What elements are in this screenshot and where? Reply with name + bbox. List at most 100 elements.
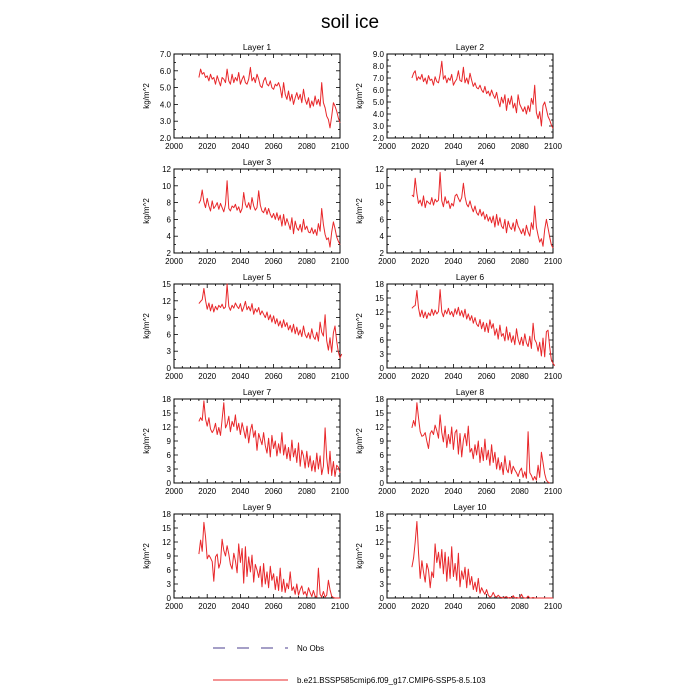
y-tick-label: 6 xyxy=(167,330,172,339)
panel-title-layer-8: Layer 8 xyxy=(456,387,485,397)
y-tick-label: 6.0 xyxy=(373,86,385,95)
x-tick-label: 2040 xyxy=(232,257,250,266)
series-line-layer-4 xyxy=(411,171,554,249)
panel-title-layer-5: Layer 5 xyxy=(243,272,272,282)
x-tick-label: 2100 xyxy=(544,257,562,266)
y-tick-label: 4.0 xyxy=(373,110,385,119)
x-tick-label: 2100 xyxy=(331,602,349,611)
series-line-layer-10 xyxy=(411,521,553,599)
y-tick-label: 12 xyxy=(375,538,384,547)
x-tick-label: 2000 xyxy=(165,602,183,611)
y-tick-label: 15 xyxy=(375,409,384,418)
x-tick-label: 2080 xyxy=(511,602,529,611)
x-tick-label: 2060 xyxy=(478,142,496,151)
x-tick-label: 2100 xyxy=(331,487,349,496)
series-line-layer-7 xyxy=(198,400,341,477)
y-axis-label-layer-3: kg/m^2 xyxy=(142,198,151,224)
x-tick-label: 2060 xyxy=(478,372,496,381)
y-tick-label: 12 xyxy=(162,538,171,547)
panel-title-layer-6: Layer 6 xyxy=(456,272,485,282)
panel-layer-10: Layer 10 2000 2020 2040 2060 2080 2100 0 3 6 9 12 15… xyxy=(355,502,562,611)
x-tick-label: 2080 xyxy=(511,487,529,496)
y-tick-label: 2.0 xyxy=(373,134,385,143)
y-axis-label-layer-7: kg/m^2 xyxy=(142,428,151,454)
panel-layer-3: Layer 3 2000 2020 2040 2060 2080 2100 2 4 6 8 10 12 k… xyxy=(142,157,349,266)
panel-title-layer-3: Layer 3 xyxy=(243,157,272,167)
x-tick-label: 2020 xyxy=(198,487,216,496)
y-tick-label: 9 xyxy=(167,437,172,446)
panel-layer-7: Layer 7 2000 2020 2040 2060 2080 2100 0 3 6 9 12 15 1… xyxy=(142,387,349,496)
panel-layer-6: Layer 6 2000 2020 2040 2060 2080 2100 0 3 6 9 12 15 1… xyxy=(355,272,562,381)
y-tick-label: 18 xyxy=(375,280,384,289)
panel-title-layer-2: Layer 2 xyxy=(456,42,485,52)
x-tick-label: 2040 xyxy=(445,602,463,611)
x-tick-label: 2040 xyxy=(232,372,250,381)
y-tick-label: 4.0 xyxy=(160,100,172,109)
x-tick-label: 2100 xyxy=(331,372,349,381)
plot-frame-layer-4 xyxy=(386,168,554,254)
panel-title-layer-10: Layer 10 xyxy=(453,502,486,512)
series-line-layer-2 xyxy=(411,60,554,129)
x-tick-label: 2020 xyxy=(198,142,216,151)
y-tick-label: 3 xyxy=(167,465,172,474)
y-tick-label: 5.0 xyxy=(160,84,172,93)
panel-layer-8: Layer 8 2000 2020 2040 2060 2080 2100 0 3 6 9 12 15 1… xyxy=(355,387,562,496)
y-tick-label: 18 xyxy=(375,395,384,404)
x-tick-label: 2100 xyxy=(544,602,562,611)
x-tick-label: 2000 xyxy=(378,487,396,496)
x-tick-label: 2060 xyxy=(265,142,283,151)
x-tick-label: 2080 xyxy=(298,142,316,151)
y-axis-label-layer-8: kg/m^2 xyxy=(355,428,364,454)
x-tick-label: 2020 xyxy=(198,257,216,266)
x-tick-label: 2040 xyxy=(445,257,463,266)
y-axis-label-layer-4: kg/m^2 xyxy=(355,198,364,224)
y-tick-label: 9 xyxy=(167,552,172,561)
x-tick-label: 2020 xyxy=(411,372,429,381)
plot-frame-layer-2 xyxy=(386,53,554,139)
y-tick-label: 4 xyxy=(167,232,172,241)
y-axis-label-layer-5: kg/m^2 xyxy=(142,313,151,339)
y-axis-label-layer-1: kg/m^2 xyxy=(142,83,151,109)
y-tick-label: 3.0 xyxy=(160,117,172,126)
y-tick-label: 8.0 xyxy=(373,62,385,71)
x-tick-label: 2020 xyxy=(411,142,429,151)
y-tick-label: 6 xyxy=(380,451,385,460)
x-tick-label: 2100 xyxy=(331,257,349,266)
y-tick-label: 10 xyxy=(375,182,384,191)
series-line-layer-9 xyxy=(198,521,340,599)
y-tick-label: 6 xyxy=(380,215,385,224)
x-tick-label: 2080 xyxy=(511,142,529,151)
panel-layer-5: Layer 5 2000 2020 2040 2060 2080 2100 0 3 6 9 12 15 k… xyxy=(142,272,349,381)
y-axis-label-layer-6: kg/m^2 xyxy=(355,313,364,339)
y-tick-label: 18 xyxy=(375,510,384,519)
y-tick-label: 0 xyxy=(380,594,385,603)
panel-title-layer-9: Layer 9 xyxy=(243,502,272,512)
x-tick-label: 2100 xyxy=(544,487,562,496)
panel-layer-1: Layer 1 2000 2020 2040 2060 2080 2100 2.0 3.0 4.0… xyxy=(142,42,349,151)
figure-title: soil ice xyxy=(321,12,379,33)
y-tick-label: 15 xyxy=(375,524,384,533)
x-tick-label: 2040 xyxy=(232,487,250,496)
y-tick-label: 0 xyxy=(167,364,172,373)
x-tick-label: 2080 xyxy=(298,487,316,496)
y-tick-label: 12 xyxy=(375,308,384,317)
y-tick-label: 6 xyxy=(167,451,172,460)
x-tick-label: 2040 xyxy=(232,602,250,611)
x-tick-label: 2060 xyxy=(478,487,496,496)
series-line-layer-5 xyxy=(198,283,343,359)
x-tick-label: 2080 xyxy=(298,257,316,266)
x-tick-label: 2060 xyxy=(265,602,283,611)
y-tick-label: 7.0 xyxy=(373,74,385,83)
x-tick-label: 2100 xyxy=(544,372,562,381)
y-tick-label: 6.0 xyxy=(160,67,172,76)
y-tick-label: 3.0 xyxy=(373,122,385,131)
series-line-layer-6 xyxy=(411,289,556,366)
y-tick-label: 7.0 xyxy=(160,50,172,59)
x-tick-label: 2040 xyxy=(445,142,463,151)
y-tick-label: 4 xyxy=(380,232,385,241)
x-tick-label: 2000 xyxy=(165,487,183,496)
panel-title-layer-1: Layer 1 xyxy=(243,42,272,52)
legend-label-model-run: b.e21.BSSP585cmip6.f09_g17.CMIP6-SSP5-8.… xyxy=(297,676,486,685)
y-tick-label: 9 xyxy=(380,322,385,331)
